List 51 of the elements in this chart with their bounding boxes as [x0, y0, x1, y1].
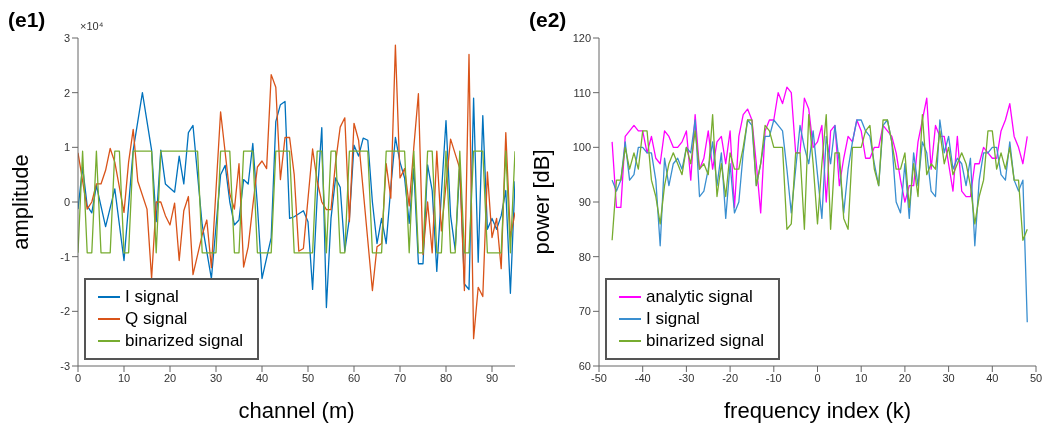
y-tick-label: -1 [60, 250, 70, 263]
y-tick-label: 80 [578, 250, 591, 263]
y-axis-title: amplitude [7, 154, 33, 250]
x-tick-label: -30 [678, 371, 695, 384]
y-tick-label: 0 [63, 195, 70, 208]
x-tick-label: 60 [347, 371, 361, 384]
y-tick-label: -3 [60, 359, 70, 372]
y-tick-label: 70 [578, 305, 591, 318]
line-series [78, 92, 515, 309]
x-tick-label: 10 [855, 371, 868, 384]
y-tick-label: 2 [63, 86, 70, 99]
line-series [611, 113, 1028, 241]
x-tick-label: 30 [209, 371, 223, 384]
line-series [611, 86, 1028, 214]
x-tick-label: 90 [485, 371, 499, 384]
x-tick-label: 0 [814, 371, 821, 384]
y-tick-label: 100 [572, 141, 591, 154]
x-tick-label: 10 [117, 371, 131, 384]
x-tick-label: 20 [898, 371, 912, 384]
legend-label: analytic signal [646, 286, 753, 308]
x-tick-label: 20 [163, 371, 177, 384]
y-tick-label: 110 [573, 86, 591, 99]
chart-title: (e2) [529, 8, 567, 32]
y-tick-label: -2 [60, 305, 70, 318]
x-tick-label: 30 [942, 371, 955, 384]
text: ×10⁴ [80, 20, 104, 32]
chart-title: (e1) [8, 8, 46, 32]
x-tick-label: 50 [301, 371, 315, 384]
y-tick-label: 120 [572, 31, 591, 44]
x-tick-label: -40 [634, 371, 651, 384]
x-tick-label: 40 [255, 371, 269, 384]
x-tick-label: -10 [765, 371, 782, 384]
x-tick-label: 80 [439, 371, 453, 384]
x-axis-title: frequency index (k) [723, 398, 912, 423]
x-tick-label: 40 [986, 371, 999, 384]
y-tick-label: 1 [63, 141, 70, 154]
legend-label: I signal [646, 308, 700, 330]
legend-label: binarized signal [646, 330, 765, 352]
x-tick-label: 0 [74, 371, 82, 384]
legend-label: Q signal [125, 308, 188, 330]
x-tick-label: 50 [1029, 371, 1043, 384]
y-tick-label: 3 [63, 31, 70, 44]
x-tick-label: -20 [722, 371, 739, 384]
x-tick-label: -50 [591, 371, 607, 384]
y-axis-title: power [dB] [528, 149, 554, 255]
x-tick-label: 70 [393, 371, 407, 384]
legend-label: binarized signal [125, 330, 244, 352]
y-tick-label: 60 [578, 359, 591, 372]
x-axis-title: channel (m) [238, 398, 355, 423]
legend-label: I signal [125, 286, 179, 308]
y-tick-label: 90 [578, 195, 591, 208]
